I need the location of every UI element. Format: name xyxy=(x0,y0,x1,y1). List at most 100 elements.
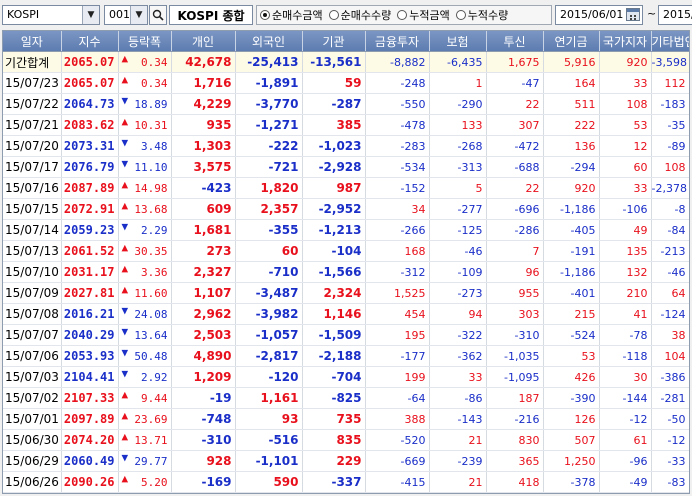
column-header[interactable]: 국가지자 xyxy=(599,31,652,52)
change-value: 2.92 xyxy=(141,370,168,384)
change-value: 14.98 xyxy=(134,181,168,195)
date-cell: 기간합계 xyxy=(3,51,62,73)
end-date-field[interactable]: 2015/0 xyxy=(658,5,692,25)
value-cell: 12 xyxy=(599,135,652,157)
radio-dot[interactable] xyxy=(397,10,408,20)
table-row[interactable]: 15/06/26 2090.26 ▲ 5.20 -169 590 -337 -415 21 418… xyxy=(3,471,689,493)
table-row[interactable]: 15/07/08 2016.21 ▼ 24.08 2,962 -3,982 1,146 454… xyxy=(3,303,689,325)
date-cell: 15/07/16 xyxy=(3,177,62,199)
value-cell: -704 xyxy=(302,366,366,388)
value-cell: -287 xyxy=(302,93,366,115)
value-cell: 388 xyxy=(365,408,430,430)
value-cell: -12 xyxy=(651,429,689,451)
value-cell: 454 xyxy=(365,303,430,325)
column-header[interactable]: 외국인 xyxy=(235,31,303,52)
value-cell: 835 xyxy=(302,429,366,451)
value-cell: 136 xyxy=(543,135,600,157)
table-header-row: 일자지수등락폭개인외국인기관금융투자보험투신연기금국가지자기타법인 xyxy=(3,31,689,52)
column-header[interactable]: 보험 xyxy=(429,31,487,52)
code-select[interactable]: 001 ▼ xyxy=(104,5,148,25)
value-cell: -128 xyxy=(651,492,689,493)
date-cell: 15/07/17 xyxy=(3,156,62,178)
table-row[interactable]: 15/07/02 2107.33 ▲ 9.44 -19 1,161 -825 -64 -86 18… xyxy=(3,387,689,409)
date-cell: 15/07/22 xyxy=(3,93,62,115)
column-header[interactable]: 금융투자 xyxy=(365,31,430,52)
radio-cumulative-amount[interactable]: 누적금액 xyxy=(397,7,450,23)
value-cell: -696 xyxy=(486,198,544,220)
value-cell: -89 xyxy=(651,135,689,157)
table-row[interactable]: 15/07/23 2065.07 ▲ 0.34 1,716 -1,891 59 -248 1 -4… xyxy=(3,72,689,94)
radio-net-buy-amount[interactable]: 순매수금액 xyxy=(260,7,323,23)
value-cell: -478 xyxy=(365,114,430,136)
table-row[interactable]: 15/07/09 2027.81 ▲ 11.60 1,107 -3,487 2,324 1,5… xyxy=(3,282,689,304)
table-row[interactable]: 15/07/01 2097.89 ▲ 23.69 -748 93 735 388 -143 -21… xyxy=(3,408,689,430)
table-row[interactable]: 15/06/29 2060.49 ▼ 29.77 928 -1,101 229 -669 -23… xyxy=(3,450,689,472)
index-cell: 2090.26 xyxy=(61,471,119,493)
value-cell: -19 xyxy=(171,387,236,409)
column-header[interactable]: 투신 xyxy=(486,31,544,52)
value-cell: 2,357 xyxy=(235,198,303,220)
chevron-down-icon[interactable]: ▼ xyxy=(130,6,147,24)
value-cell: -13,561 xyxy=(302,51,366,73)
table-row[interactable]: 15/07/14 2059.23 ▼ 2.29 1,681 -355 -1,213 -266-… xyxy=(3,219,689,241)
radio-cumulative-volume[interactable]: 누적수량 xyxy=(455,7,508,23)
start-date-field[interactable]: 2015/06/01 xyxy=(555,5,643,25)
value-cell: -2,952 xyxy=(302,198,366,220)
column-header[interactable]: 일자 xyxy=(3,31,62,52)
value-cell: -78 xyxy=(599,324,652,346)
table-row[interactable]: 15/07/21 2083.62 ▲ 10.31 935 -1,271 385 -478 133… xyxy=(3,114,689,136)
table-row[interactable]: 15/07/22 2064.73 ▼ 18.89 4,229 -3,770 -287 -550… xyxy=(3,93,689,115)
radio-dot[interactable] xyxy=(328,10,339,20)
value-cell: -183 xyxy=(651,93,689,115)
date-cell: 15/06/30 xyxy=(3,429,62,451)
column-header[interactable]: 연기금 xyxy=(543,31,600,52)
column-header[interactable]: 지수 xyxy=(61,31,119,52)
value-cell: -213 xyxy=(651,240,689,262)
value-cell: -143 xyxy=(429,408,487,430)
date-cell: 15/07/03 xyxy=(3,366,62,388)
value-cell: 60 xyxy=(235,240,303,262)
value-cell: -177 xyxy=(365,345,430,367)
change-cell: ▼ 2.29 xyxy=(118,219,172,241)
table-row[interactable]: 15/07/16 2087.89 ▲ 14.98 -423 1,820 987 -152 5 22… xyxy=(3,177,689,199)
table-row[interactable]: 15/07/07 2040.29 ▼ 13.64 2,503 -1,057 -1,509 19… xyxy=(3,324,689,346)
chevron-down-icon[interactable]: ▼ xyxy=(82,6,99,24)
table-row[interactable]: 15/07/15 2072.91 ▲ 13.68 609 2,357 -2,952 34 -27… xyxy=(3,198,689,220)
start-date-value: 2015/06/01 xyxy=(560,8,624,21)
table-row[interactable]: 15/07/10 2031.17 ▲ 3.36 2,327 -710 -1,566 -312-… xyxy=(3,261,689,283)
radio-dot[interactable] xyxy=(260,10,270,20)
value-cell: -104 xyxy=(302,240,366,262)
column-header[interactable]: 개인 xyxy=(171,31,236,52)
value-cell: 215 xyxy=(543,303,600,325)
date-cell: 15/06/25 xyxy=(3,492,62,493)
search-icon xyxy=(152,9,164,21)
date-cell: 15/07/21 xyxy=(3,114,62,136)
column-header[interactable]: 등락폭 xyxy=(118,31,172,52)
table-row[interactable]: 15/07/06 2053.93 ▼ 50.48 4,890 -2,817 -2,188 -1… xyxy=(3,345,689,367)
column-header[interactable]: 기타법인 xyxy=(651,31,689,52)
index-cell: 2031.17 xyxy=(61,261,119,283)
calendar-icon[interactable] xyxy=(626,8,640,21)
down-triangle-icon: ▼ xyxy=(121,136,129,149)
table-row[interactable]: 15/06/252085.06▼0.47-31980386-380-744119… xyxy=(3,492,689,493)
value-cell: 33 xyxy=(599,72,652,94)
table-row[interactable]: 15/07/13 2061.52 ▲ 30.35 273 60 -104 168 -46 7 -19… xyxy=(3,240,689,262)
table-row[interactable]: 15/07/17 2076.79 ▼ 11.10 3,575 -721 -2,928 -534… xyxy=(3,156,689,178)
market-select-value: KOSPI xyxy=(7,8,40,21)
radio-dot[interactable] xyxy=(455,10,466,20)
table-row[interactable]: 15/07/20 2073.31 ▼ 3.48 1,303 -222 -1,023 -283-… xyxy=(3,135,689,157)
index-cell: 2107.33 xyxy=(61,387,119,409)
value-cell: -2,928 xyxy=(302,156,366,178)
summary-row[interactable]: 기간합계 2065.07 ▲ 0.34 42,678 -25,413 -13,561 -8,8… xyxy=(3,51,689,73)
up-triangle-icon: ▲ xyxy=(121,283,129,296)
value-cell: -120 xyxy=(235,366,303,388)
column-header[interactable]: 기관 xyxy=(302,31,366,52)
radio-net-buy-volume[interactable]: 순매수수량 xyxy=(328,7,391,23)
table-row[interactable]: 15/06/30 2074.20 ▲ 13.71 -310 -516 835 -520 21 83… xyxy=(3,429,689,451)
change-cell: ▼ 13.64 xyxy=(118,324,172,346)
search-button[interactable] xyxy=(149,5,167,25)
table-row[interactable]: 15/07/03 2104.41 ▼ 2.92 1,209 -120 -704 199 33 -1… xyxy=(3,366,689,388)
market-select[interactable]: KOSPI ▼ xyxy=(2,5,100,25)
value-cell: -378 xyxy=(543,471,600,493)
value-cell: -516 xyxy=(235,429,303,451)
